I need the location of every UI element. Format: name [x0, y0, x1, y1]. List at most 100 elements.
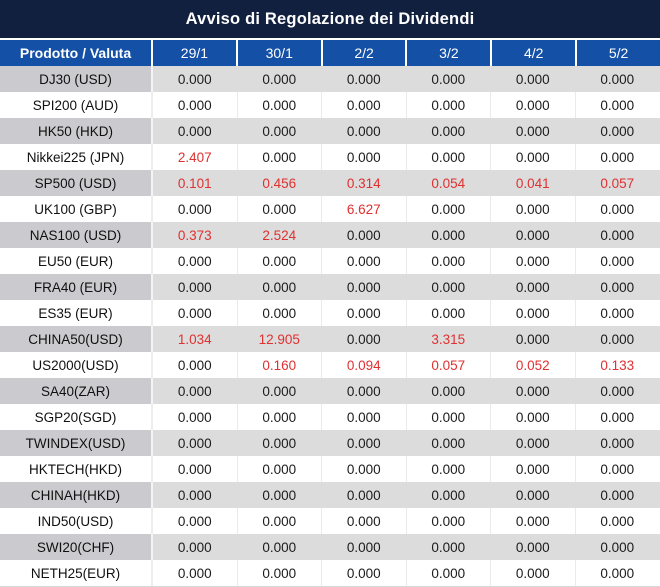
- table-row: SWI20(CHF) 0.000 0.000 0.000 0.000 0.000 0.000: [0, 534, 660, 560]
- product-label: FRA40 (EUR): [0, 274, 153, 300]
- dividend-value: 0.000: [407, 92, 491, 118]
- dividend-value: 0.000: [322, 92, 407, 118]
- table-row: ES35 (EUR) 0.000 0.000 0.000 0.000 0.000 0.000: [0, 300, 660, 326]
- dividend-value: 6.627: [322, 196, 407, 222]
- product-label: SGP20(SGD): [0, 404, 153, 430]
- column-header-date-3: 2/2: [323, 40, 408, 66]
- dividend-value: 0.000: [237, 430, 322, 456]
- dividend-value: 0.000: [491, 66, 576, 92]
- dividend-value: 0.000: [407, 456, 491, 482]
- dividend-value: 0.133: [600, 357, 635, 373]
- dividend-value: 0.000: [322, 274, 407, 300]
- table-row: NAS100 (USD) 0.373 2.524 0.000 0.000 0.000 0.0…: [0, 222, 660, 248]
- dividend-value: 0.000: [600, 97, 635, 113]
- product-label: EU50 (EUR): [0, 248, 153, 274]
- dividend-value: 0.373: [153, 222, 238, 248]
- dividend-value: 0.000: [407, 404, 491, 430]
- dividend-value: 0.000: [491, 222, 576, 248]
- dividend-value: 0.000: [238, 404, 322, 430]
- dividend-value: 0.000: [406, 274, 491, 300]
- dividend-value: 0.000: [238, 92, 322, 118]
- dividend-value: 0.101: [153, 170, 238, 196]
- dividend-value: 0.000: [153, 404, 238, 430]
- dividend-value: 0.000: [153, 274, 238, 300]
- product-label: SPI200 (AUD): [0, 92, 153, 118]
- dividend-value: 0.000: [406, 534, 491, 560]
- dividend-value: 0.057: [407, 352, 491, 378]
- dividend-value: 0.000: [153, 196, 238, 222]
- dividend-value: 0.000: [407, 560, 491, 586]
- dividend-value: 0.000: [491, 274, 576, 300]
- table-row: DJ30 (USD) 0.000 0.000 0.000 0.000 0.000 0.000: [0, 66, 660, 92]
- product-label: SA40(ZAR): [0, 378, 153, 404]
- dividend-value: 0.000: [491, 456, 576, 482]
- dividend-value: 0.000: [491, 196, 576, 222]
- dividend-value: 0.000: [406, 66, 491, 92]
- dividend-value: 0.000: [322, 300, 407, 326]
- dividend-value: 0.000: [153, 508, 238, 534]
- dividend-value: 0.000: [575, 66, 660, 92]
- product-label: IND50(USD): [0, 508, 153, 534]
- dividend-value: 0.000: [575, 118, 660, 144]
- product-label: CHINA50(USD): [0, 326, 153, 352]
- table-row: SPI200 (AUD) 0.000 0.000 0.000 0.000 0.000 0.0…: [0, 92, 660, 118]
- table-row: HK50 (HKD) 0.000 0.000 0.000 0.000 0.000 0.000: [0, 118, 660, 144]
- dividend-value: 0.000: [491, 92, 576, 118]
- table-row: FRA40 (EUR) 0.000 0.000 0.000 0.000 0.000 0.00…: [0, 274, 660, 300]
- dividend-value: 0.000: [600, 461, 635, 477]
- dividend-value: 0.000: [406, 430, 491, 456]
- dividend-value: 0.000: [238, 508, 322, 534]
- dividend-value: 0.000: [406, 118, 491, 144]
- table-row: NETH25(EUR) 0.000 0.000 0.000 0.000 0.000 0.00…: [0, 560, 660, 586]
- dividend-value: 0.000: [600, 253, 635, 269]
- column-header-date-4: 3/2: [407, 40, 493, 66]
- table-row: SP500 (USD) 0.101 0.456 0.314 0.054 0.041 0.05…: [0, 170, 660, 196]
- dividend-value: 0.000: [575, 534, 660, 560]
- dividend-value: 0.000: [407, 248, 491, 274]
- dividend-value: 0.000: [238, 456, 322, 482]
- dividend-value: 0.000: [407, 508, 491, 534]
- product-label: Nikkei225 (JPN): [0, 144, 153, 170]
- product-label: UK100 (GBP): [0, 196, 153, 222]
- dividend-value: 0.000: [322, 222, 407, 248]
- dividend-value: 0.000: [322, 248, 407, 274]
- dividend-value: 0.000: [406, 222, 491, 248]
- dividend-value: 0.000: [600, 513, 635, 529]
- table-body: DJ30 (USD) 0.000 0.000 0.000 0.000 0.000 0.000…: [0, 66, 660, 586]
- dividend-value: 0.000: [322, 144, 407, 170]
- dividend-value: 0.000: [575, 482, 660, 508]
- dividend-value: 0.000: [407, 300, 491, 326]
- product-label: TWINDEX(USD): [0, 430, 153, 456]
- dividend-value: 0.000: [322, 404, 407, 430]
- dividend-value: 0.000: [153, 482, 238, 508]
- dividend-value: 0.000: [153, 248, 238, 274]
- dividend-value: 0.000: [238, 144, 322, 170]
- table-row: CHINA50(USD) 1.034 12.905 0.000 3.315 0.000 0.…: [0, 326, 660, 352]
- dividend-value: 0.000: [322, 560, 407, 586]
- column-header-date-5: 4/2: [492, 40, 578, 66]
- dividend-value: 0.000: [491, 430, 576, 456]
- dividend-value: 0.000: [153, 300, 238, 326]
- table-row: SA40(ZAR) 0.000 0.000 0.000 0.000 0.000 0.000: [0, 378, 660, 404]
- dividend-value: 0.000: [153, 92, 238, 118]
- dividend-value: 0.000: [153, 534, 238, 560]
- product-label: HKTECH(HKD): [0, 456, 153, 482]
- dividend-value: 0.160: [238, 352, 322, 378]
- dividend-value: 0.000: [575, 430, 660, 456]
- dividend-value: 0.000: [491, 300, 576, 326]
- dividend-value: 0.000: [575, 222, 660, 248]
- dividend-value: 0.000: [406, 378, 491, 404]
- table-header: Prodotto / Valuta 29/1 30/1 2/2 3/2 4/2 …: [0, 40, 660, 66]
- dividend-value: 0.000: [407, 144, 491, 170]
- dividend-value: 0.000: [322, 66, 407, 92]
- dividend-value: 0.456: [237, 170, 322, 196]
- dividend-value: 0.000: [491, 508, 576, 534]
- dividend-value: 0.000: [575, 326, 660, 352]
- column-header-date-6: 5/2: [608, 45, 629, 61]
- dividend-value: 0.000: [600, 149, 635, 165]
- dividend-value: 0.000: [491, 560, 576, 586]
- table-row: EU50 (EUR) 0.000 0.000 0.000 0.000 0.000 0.000: [0, 248, 660, 274]
- dividend-value: 0.000: [491, 482, 576, 508]
- product-label: HK50 (HKD): [0, 118, 153, 144]
